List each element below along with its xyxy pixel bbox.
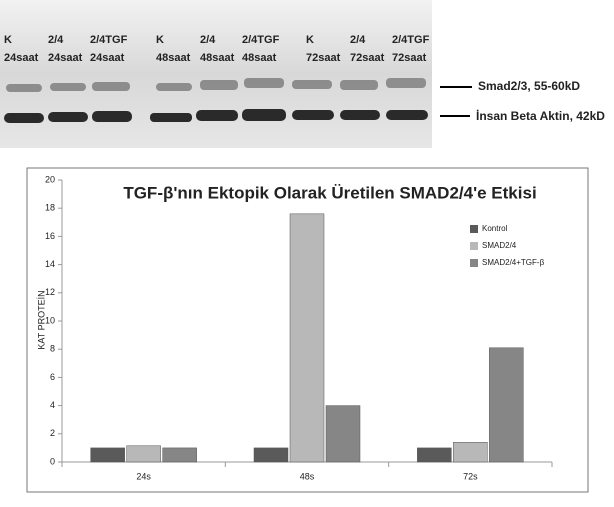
x-tick-label: 72s (463, 471, 478, 481)
lane-label: 2/4TGF (242, 34, 280, 46)
bar (453, 442, 488, 463)
y-tick-label: 0 (50, 456, 55, 466)
bar (289, 213, 325, 463)
lane-label: K (4, 34, 12, 46)
bar (162, 447, 197, 463)
chart-title: TGF-β'nın Ektopik Olarak Üretilen SMAD2/… (123, 183, 536, 202)
y-tick-label: 20 (45, 174, 55, 184)
lane-time: 72saat (350, 52, 385, 64)
bar (489, 347, 524, 463)
lane-time: 24saat (4, 52, 39, 64)
y-tick-label: 6 (50, 372, 55, 382)
lane-time: 24saat (90, 52, 125, 64)
blot-bands (4, 78, 428, 123)
blot-background (0, 0, 432, 148)
lane-label: 2/4 (350, 34, 366, 46)
lane-time: 72saat (392, 52, 427, 64)
lane-time: 48saat (242, 52, 277, 64)
y-tick-label: 10 (45, 315, 55, 325)
lane-label: 2/4 (200, 34, 216, 46)
bar (90, 447, 125, 463)
bar (126, 445, 161, 463)
y-tick-label: 18 (45, 203, 55, 213)
legend-label: SMAD2/4+TGF-β (482, 258, 545, 267)
x-tick-label: 24s (136, 471, 151, 481)
legend-swatch (470, 242, 478, 250)
y-tick-label: 12 (45, 287, 55, 297)
x-tick-label: 48s (300, 471, 315, 481)
lane-labels: K 24saat 2/4 24saat 2/4TGF 24saat K 48saat 2/4 48… (4, 34, 430, 64)
legend-label: SMAD2/4 (482, 241, 517, 250)
bar (417, 447, 452, 463)
lane-time: 48saat (200, 52, 235, 64)
legend-swatch (470, 225, 478, 233)
lane-time: 24saat (48, 52, 83, 64)
band-label: Smad2/3, 55-60kD (478, 79, 580, 93)
y-tick-label: 2 (50, 428, 55, 438)
plot: 0 2 4 6 8 10 12 14 16 18 20 24s 48s 72s Kontrol SMAD2/4… (45, 174, 553, 481)
y-tick-label: 14 (45, 259, 55, 269)
legend-label: Kontrol (482, 224, 508, 233)
y-tick-label: 4 (50, 400, 55, 410)
band-label: İnsan Beta Aktin, 42kD (476, 108, 605, 123)
y-tick-label: 16 (45, 231, 55, 241)
legend-swatch (470, 259, 478, 267)
lane-time: 72saat (306, 52, 341, 64)
bar (253, 447, 289, 463)
bar (325, 405, 361, 463)
lane-label: K (156, 34, 164, 46)
lane-label: K (306, 34, 314, 46)
y-tick-label: 8 (50, 344, 55, 354)
lane-label: 2/4TGF (392, 34, 430, 46)
lane-label: 2/4 (48, 34, 64, 46)
y-axis-label: KAT PROTEİN (36, 290, 46, 349)
lane-label: 2/4TGF (90, 34, 128, 46)
lane-time: 48saat (156, 52, 191, 64)
